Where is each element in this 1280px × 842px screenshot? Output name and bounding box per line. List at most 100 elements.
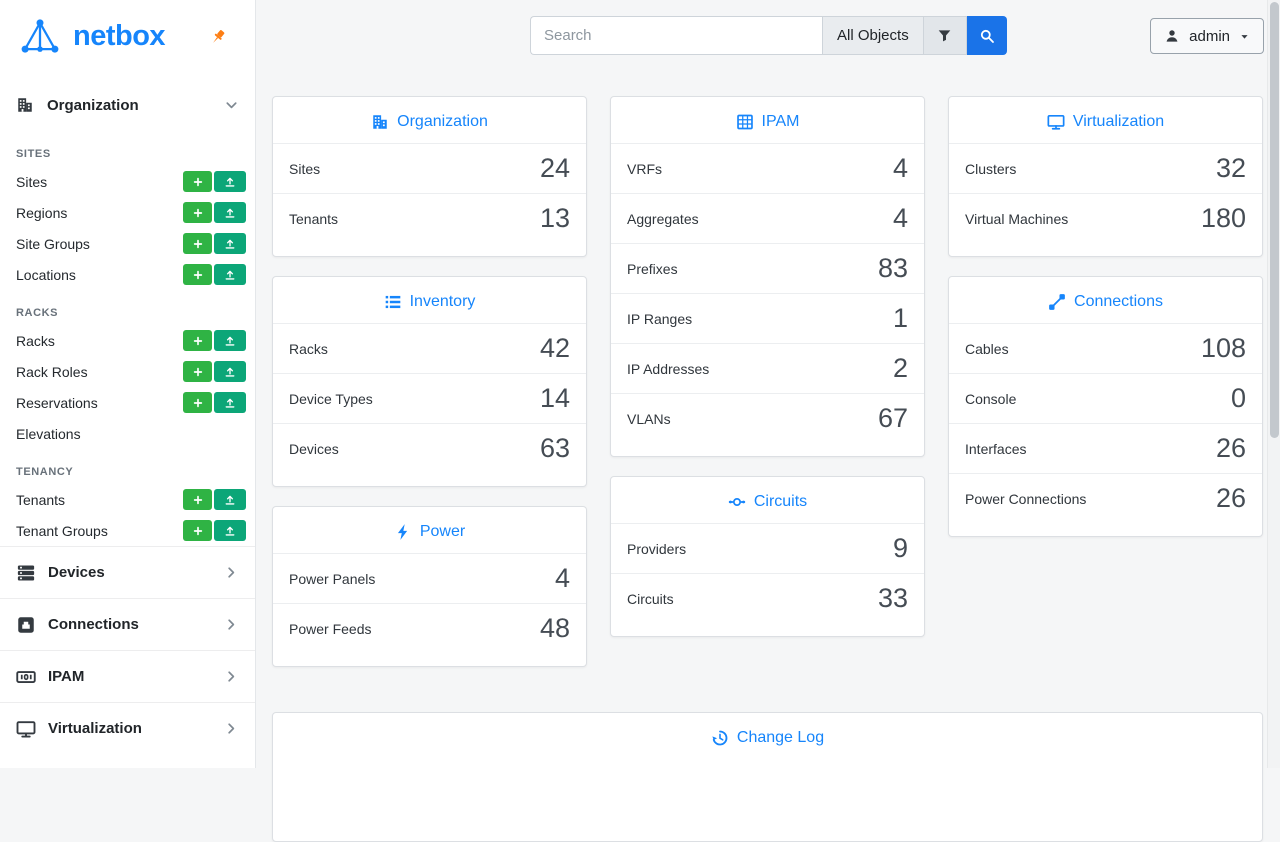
sidebar-group-devices[interactable]: Devices (0, 546, 255, 598)
quick-actions (183, 202, 246, 223)
stat-label: Aggregates (627, 210, 699, 227)
stat-value[interactable]: 63 (539, 433, 570, 463)
stat-value[interactable]: 180 (1200, 203, 1246, 233)
add-button[interactable] (183, 171, 212, 192)
add-button[interactable] (183, 392, 212, 413)
stat-value[interactable]: 14 (539, 383, 570, 413)
stat-row: Device Types 14 (273, 373, 586, 423)
stat-row: Interfaces 26 (949, 423, 1262, 473)
import-button[interactable] (214, 392, 246, 413)
sidebar-group-connections[interactable]: Connections (0, 598, 255, 650)
import-button[interactable] (214, 520, 246, 541)
import-button[interactable] (214, 330, 246, 351)
add-button[interactable] (183, 361, 212, 382)
sidebar-item-reservations[interactable]: Reservations (0, 387, 255, 418)
stat-value[interactable]: 4 (554, 563, 570, 593)
stat-value[interactable]: 26 (1215, 483, 1246, 513)
upload-icon (224, 238, 236, 250)
card-header: Virtualization (949, 97, 1262, 143)
card-connections: Connections Cables 108 Console 0 Interfa… (948, 276, 1263, 537)
quick-actions (183, 264, 246, 285)
stat-label: Providers (627, 540, 687, 557)
stat-value[interactable]: 108 (1200, 333, 1246, 363)
sidebar-item-locations[interactable]: Locations (0, 259, 255, 290)
import-button[interactable] (214, 202, 246, 223)
stat-value[interactable]: 83 (877, 253, 908, 283)
user-label: admin (1189, 27, 1230, 45)
scrollbar-thumb[interactable] (1270, 2, 1279, 438)
add-button[interactable] (183, 520, 212, 541)
upload-icon (224, 176, 236, 188)
stat-value[interactable]: 32 (1215, 153, 1246, 183)
page-scrollbar[interactable] (1267, 0, 1280, 768)
monitor-icon (16, 719, 36, 739)
sidebar-group-organization[interactable]: Organization (0, 88, 255, 122)
import-button[interactable] (214, 489, 246, 510)
sidebar-item-sites[interactable]: Sites (0, 166, 255, 197)
stat-row: Circuits 33 (611, 573, 924, 623)
stat-value[interactable]: 48 (539, 613, 570, 643)
stat-value[interactable]: 13 (539, 203, 570, 233)
sidebar-item-regions[interactable]: Regions (0, 197, 255, 228)
sidebar-item-label[interactable]: Site Groups (16, 235, 90, 252)
sidebar-item-label[interactable]: Locations (16, 266, 76, 283)
stat-value[interactable]: 0 (1230, 383, 1246, 413)
sidebar-group-ipam[interactable]: IPAM (0, 650, 255, 702)
stat-value[interactable]: 42 (539, 333, 570, 363)
card-header: Change Log (273, 713, 1262, 759)
import-button[interactable] (214, 171, 246, 192)
sidebar-item-label[interactable]: Sites (16, 173, 48, 190)
sidebar-item-label[interactable]: Racks (16, 332, 55, 349)
sidebar-item-label[interactable]: Rack Roles (16, 363, 88, 380)
sidebar-item-tenant-groups[interactable]: Tenant Groups (0, 515, 255, 546)
stat-value[interactable]: 1 (892, 303, 908, 333)
stat-row: IP Addresses 2 (611, 343, 924, 393)
add-button[interactable] (183, 264, 212, 285)
add-button[interactable] (183, 330, 212, 351)
sidebar-item-racks[interactable]: Racks (0, 325, 255, 356)
stat-value[interactable]: 9 (892, 533, 908, 563)
search-scope-button[interactable]: All Objects (822, 16, 924, 55)
stat-row: Devices 63 (273, 423, 586, 473)
stat-label: VRFs (627, 160, 662, 177)
import-button[interactable] (214, 361, 246, 382)
sidebar-item-tenants[interactable]: Tenants (0, 484, 255, 515)
search-input[interactable] (530, 16, 822, 55)
filter-button[interactable] (923, 16, 967, 55)
add-button[interactable] (183, 489, 212, 510)
stat-value[interactable]: 33 (877, 583, 908, 613)
quick-actions (183, 520, 246, 541)
stat-value[interactable]: 4 (892, 203, 908, 233)
add-button[interactable] (183, 233, 212, 254)
add-button[interactable] (183, 202, 212, 223)
stat-label: Prefixes (627, 260, 678, 277)
sidebar-item-label[interactable]: Tenants (16, 491, 66, 508)
search-submit-button[interactable] (966, 16, 1007, 55)
stat-value[interactable]: 4 (892, 153, 908, 183)
import-button[interactable] (214, 264, 246, 285)
sidebar-pin-button[interactable] (209, 27, 229, 47)
user-menu-button[interactable]: admin (1150, 18, 1264, 54)
stat-label: VLANs (627, 410, 671, 427)
import-button[interactable] (214, 233, 246, 254)
stat-row: Tenants 13 (273, 193, 586, 243)
sidebar-group-virtualization[interactable]: Virtualization (0, 702, 255, 754)
sidebar-item-label[interactable]: Reservations (16, 394, 98, 411)
stat-value[interactable]: 67 (877, 403, 908, 433)
sidebar-item-elevations[interactable]: Elevations (0, 418, 255, 449)
stat-value[interactable]: 2 (892, 353, 908, 383)
sidebar-group-label: Connections (48, 616, 139, 633)
sidebar-item-label[interactable]: Tenant Groups (16, 522, 108, 539)
plus-icon (192, 335, 204, 347)
stat-value[interactable]: 26 (1215, 433, 1246, 463)
netbox-logo[interactable]: netbox (16, 15, 166, 57)
main-content: All Objects admin Organization Sites 24 (256, 0, 1280, 842)
sidebar-item-rack-roles[interactable]: Rack Roles (0, 356, 255, 387)
sidebar-item-label[interactable]: Regions (16, 204, 68, 221)
card-virtualization: Virtualization Clusters 32 Virtual Machi… (948, 96, 1263, 257)
plus-icon (192, 366, 204, 378)
stat-row: VLANs 67 (611, 393, 924, 443)
sidebar-item-site-groups[interactable]: Site Groups (0, 228, 255, 259)
sidebar-item-label[interactable]: Elevations (16, 425, 81, 442)
stat-value[interactable]: 24 (539, 153, 570, 183)
